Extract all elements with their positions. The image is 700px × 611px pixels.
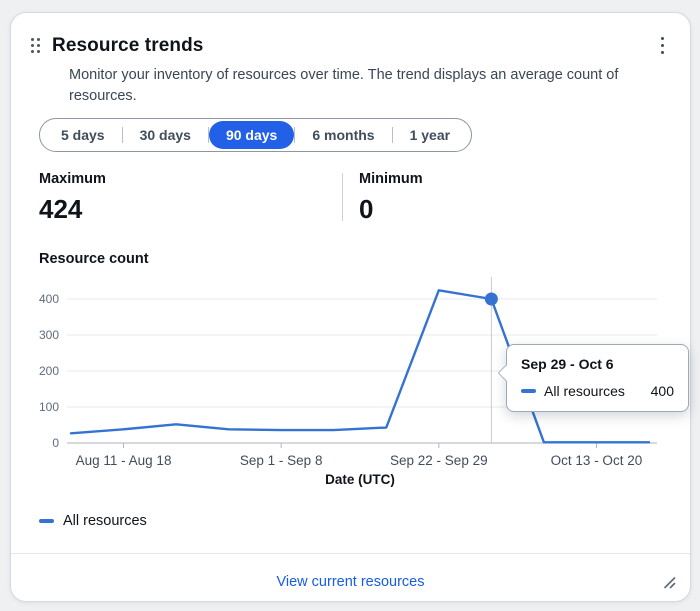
range-separator	[207, 127, 209, 143]
stats-divider	[342, 173, 343, 221]
svg-text:400: 400	[39, 292, 59, 306]
range-option-6-months[interactable]: 6 months	[312, 127, 375, 143]
kebab-menu-icon	[660, 37, 664, 41]
stat-minimum-label: Minimum	[359, 171, 423, 187]
svg-text:Aug 11 - Aug 18: Aug 11 - Aug 18	[76, 453, 172, 468]
legend-label: All resources	[63, 513, 147, 529]
svg-text:100: 100	[39, 400, 59, 414]
range-option-5-days[interactable]: 5 days	[61, 127, 105, 143]
range-option-1-year[interactable]: 1 year	[409, 127, 451, 143]
widget-title: Resource trends	[52, 34, 204, 56]
drag-handle-icon[interactable]	[31, 34, 40, 57]
stat-minimum-value: 0	[359, 194, 374, 224]
tooltip-series-label: All resources	[544, 383, 625, 399]
svg-text:300: 300	[39, 328, 59, 342]
range-separator	[391, 127, 393, 143]
range-option-90-days[interactable]: 90 days	[208, 121, 295, 149]
stat-maximum: Maximum 424	[39, 171, 342, 225]
range-separator	[121, 127, 123, 143]
svg-text:0: 0	[52, 436, 59, 450]
legend-marker-icon	[39, 519, 54, 523]
svg-text:Sep 22 - Sep 29: Sep 22 - Sep 29	[390, 453, 488, 468]
svg-text:Sep 1 - Sep 8: Sep 1 - Sep 8	[240, 453, 323, 468]
resize-handle-icon[interactable]	[662, 575, 677, 590]
stat-maximum-value: 424	[39, 194, 83, 224]
tooltip-series-marker-icon	[521, 389, 536, 393]
tooltip-series-value: 400	[650, 383, 674, 399]
widget-footer: View current resources	[11, 554, 690, 601]
stats-row: Maximum 424 Minimum 0	[39, 171, 662, 225]
range-separator	[294, 127, 296, 143]
range-option-30-days[interactable]: 30 days	[139, 127, 191, 143]
chart-area: 0 100 200 300 400 Aug 11 - Aug 18 Sep 1 - Sep …	[31, 263, 691, 489]
stat-maximum-label: Maximum	[39, 171, 106, 187]
tooltip-series-row: All resources 400	[521, 383, 674, 399]
kebab-menu-button[interactable]	[653, 31, 672, 60]
chart-title: Resource count	[39, 251, 149, 267]
view-current-resources-link[interactable]: View current resources	[276, 574, 425, 590]
svg-text:200: 200	[39, 364, 59, 378]
resource-trends-widget: Resource trends Monitor your inventory o…	[10, 12, 691, 602]
svg-text:Oct 13 - Oct 20: Oct 13 - Oct 20	[551, 453, 643, 468]
range-selector: 5 days 30 days 90 days 6 months 1 year	[39, 118, 473, 152]
tooltip-title: Sep 29 - Oct 6	[521, 356, 614, 372]
chart-legend: All resources	[39, 513, 147, 529]
widget-header: Resource trends	[31, 31, 672, 60]
footer-divider	[11, 553, 690, 554]
svg-text:Date (UTC): Date (UTC)	[325, 472, 395, 487]
chart-tooltip: Sep 29 - Oct 6 All resources 400	[497, 344, 689, 412]
stat-minimum: Minimum 0	[359, 171, 662, 225]
widget-description: Monitor your inventory of resources over…	[69, 67, 619, 104]
